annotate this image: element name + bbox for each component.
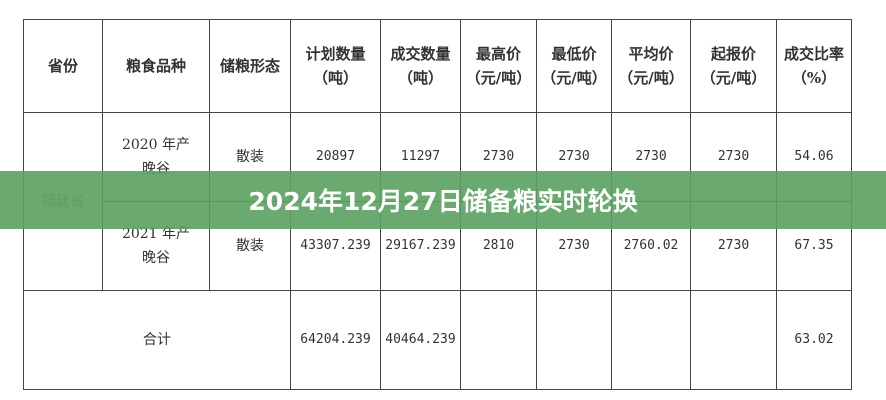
total-label: 合计 xyxy=(23,290,291,390)
total-traded: 40464.239 xyxy=(380,290,461,390)
title-banner: 2024年12月27日储备粮实时轮换 xyxy=(0,171,886,229)
header-min-price: 最低价 （元/吨） xyxy=(536,19,612,113)
total-row: 合计 64204.239 40464.239 63.02 xyxy=(23,290,852,390)
header-row: 省份 粮食品种 储粮形态 计划数量 （吨） 成交数量 （吨） 最高价 （元/吨） 最低… xyxy=(23,19,852,113)
header-ratio: 成交比率 （%） xyxy=(776,19,852,113)
header-province: 省份 xyxy=(23,19,103,113)
empty-cell xyxy=(611,290,691,390)
header-avg-price: 平均价 （元/吨） xyxy=(611,19,691,113)
empty-cell xyxy=(536,290,612,390)
header-variety: 粮食品种 xyxy=(102,19,210,113)
header-start-price: 起报价 （元/吨） xyxy=(690,19,777,113)
total-planned: 64204.239 xyxy=(290,290,381,390)
header-max-price: 最高价 （元/吨） xyxy=(460,19,537,113)
empty-cell xyxy=(690,290,777,390)
banner-title: 2024年12月27日储备粮实时轮换 xyxy=(248,187,638,216)
total-ratio: 63.02 xyxy=(776,290,852,390)
header-form: 储粮形态 xyxy=(209,19,291,113)
header-traded: 成交数量 （吨） xyxy=(380,19,461,113)
empty-cell xyxy=(460,290,537,390)
header-planned: 计划数量 （吨） xyxy=(290,19,381,113)
